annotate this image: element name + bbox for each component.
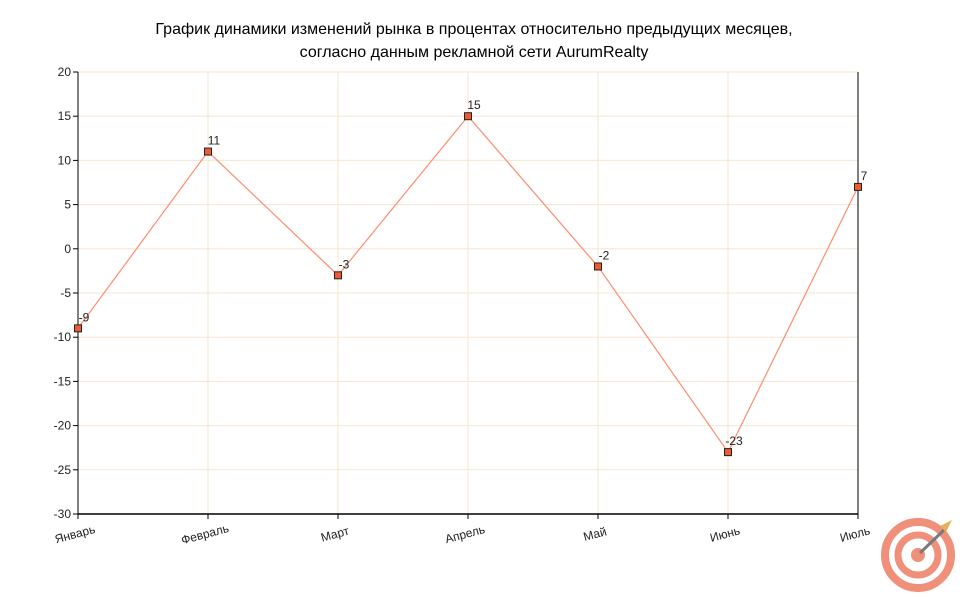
y-tick-label: -20	[54, 419, 72, 433]
y-tick-label: 20	[58, 65, 72, 79]
y-tick-label: -10	[54, 330, 72, 344]
x-tick-label: Июль	[838, 523, 871, 544]
data-point-marker	[724, 448, 732, 457]
logo-outer-ring	[881, 518, 955, 592]
data-label: 15	[467, 98, 481, 112]
data-labels: -9 11 -3 15 -2 -23 7	[79, 98, 868, 448]
x-tick-label: Февраль	[180, 521, 231, 547]
y-tick-label: 15	[58, 109, 72, 123]
data-point-marker	[594, 262, 602, 271]
data-label: -3	[339, 257, 350, 271]
data-point-marker	[74, 324, 82, 333]
data-point-marker	[204, 147, 212, 156]
chart-subtitle: согласно данным рекламной сети AurumReal…	[300, 44, 649, 61]
logo-arrow-fletching	[940, 520, 952, 532]
y-tick-label: 10	[58, 153, 72, 167]
data-point-marker	[464, 112, 472, 121]
x-tick-label: Май	[582, 524, 608, 544]
data-label: -9	[79, 310, 90, 324]
y-tick-label: -25	[54, 463, 72, 477]
data-label: -2	[599, 248, 610, 262]
y-tick-label: 5	[64, 198, 71, 212]
chart-title: График динамики изменений рынка в процен…	[155, 21, 792, 38]
y-tick-label: -5	[60, 286, 71, 300]
x-axis-ticks: Январь Февраль Март Апрель Май Июнь Июль	[53, 514, 872, 547]
y-tick-label: 0	[64, 242, 71, 256]
y-tick-label: -15	[54, 374, 72, 388]
y-tick-label: -30	[54, 507, 72, 521]
data-point-marker	[854, 182, 862, 191]
logo-middle-ring	[894, 531, 942, 579]
data-point-marker	[334, 271, 342, 280]
x-tick-label: Апрель	[443, 522, 486, 546]
x-tick-label: Январь	[53, 522, 96, 546]
x-tick-label: Март	[319, 524, 351, 545]
series-markers	[74, 112, 862, 457]
data-label: -23	[725, 434, 743, 448]
data-label: 11	[208, 134, 221, 148]
x-tick-label: Июнь	[708, 523, 741, 544]
data-label: 7	[861, 169, 868, 183]
y-axis-ticks: 20 15 10 5 0 -5 -10 -15 -20 -25 -30	[54, 65, 78, 521]
target-with-arrow-icon	[881, 518, 955, 592]
logo-arrow-shaft	[918, 528, 946, 555]
